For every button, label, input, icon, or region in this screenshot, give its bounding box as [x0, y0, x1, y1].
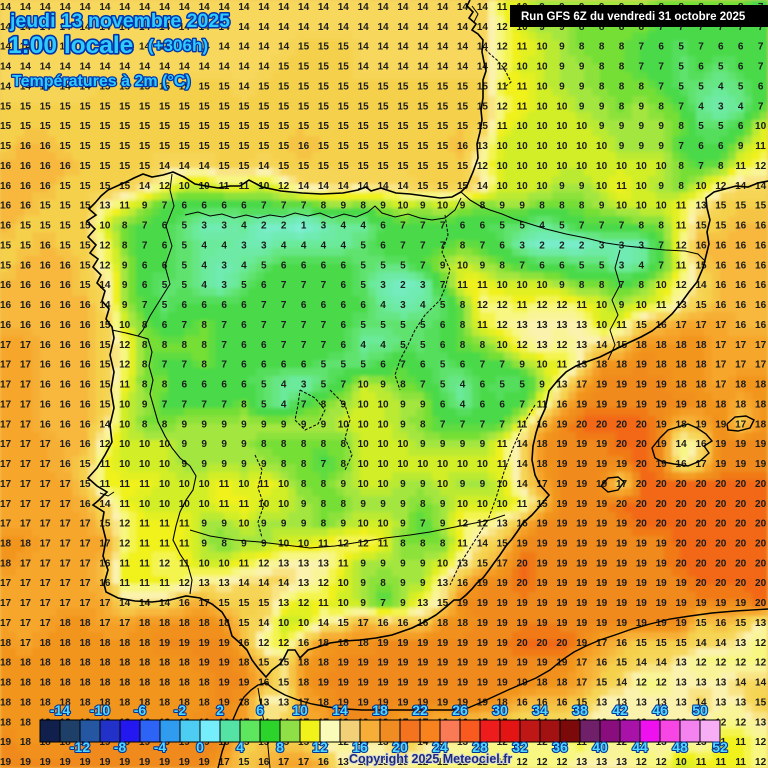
svg-text:Run GFS 6Z du vendredi 31 octo: Run GFS 6Z du vendredi 31 octobre 2025 — [521, 11, 746, 23]
svg-text:0: 0 — [196, 739, 204, 755]
svg-text:14: 14 — [332, 702, 348, 718]
svg-text:-12: -12 — [70, 739, 90, 755]
svg-text:Températures à 2m (°C): Températures à 2m (°C) — [12, 73, 191, 90]
svg-text:-10: -10 — [90, 702, 110, 718]
svg-text:16: 16 — [352, 739, 368, 755]
svg-text:Copyright 2025 Meteociel.fr: Copyright 2025 Meteociel.fr — [349, 752, 512, 766]
svg-text:48: 48 — [672, 739, 688, 755]
svg-text:-4: -4 — [154, 739, 167, 755]
svg-text:2: 2 — [216, 702, 224, 718]
svg-text:22: 22 — [412, 702, 428, 718]
svg-text:26: 26 — [452, 702, 468, 718]
svg-text:24: 24 — [432, 739, 448, 755]
svg-text:40: 40 — [592, 739, 608, 755]
svg-text:8: 8 — [276, 739, 284, 755]
svg-text:42: 42 — [612, 702, 628, 718]
svg-text:-6: -6 — [134, 702, 147, 718]
svg-text:(+306h): (+306h) — [148, 36, 208, 55]
svg-text:28: 28 — [472, 739, 488, 755]
svg-text:50: 50 — [692, 702, 708, 718]
svg-text:-8: -8 — [114, 739, 127, 755]
svg-text:30: 30 — [492, 702, 508, 718]
svg-text:44: 44 — [632, 739, 648, 755]
svg-text:-2: -2 — [174, 702, 187, 718]
svg-text:12: 12 — [312, 739, 328, 755]
svg-text:32: 32 — [512, 739, 528, 755]
svg-text:4: 4 — [236, 739, 244, 755]
svg-text:36: 36 — [552, 739, 568, 755]
svg-text:jeudi 13 novembre 2025: jeudi 13 novembre 2025 — [9, 10, 230, 32]
svg-text:34: 34 — [532, 702, 548, 718]
svg-text:1:00 locale: 1:00 locale — [8, 32, 133, 59]
svg-text:10: 10 — [292, 702, 308, 718]
svg-text:38: 38 — [572, 702, 588, 718]
svg-text:46: 46 — [652, 702, 668, 718]
svg-text:-14: -14 — [50, 702, 70, 718]
svg-text:6: 6 — [256, 702, 264, 718]
svg-text:18: 18 — [372, 702, 388, 718]
svg-text:52: 52 — [712, 739, 728, 755]
svg-text:20: 20 — [392, 739, 408, 755]
